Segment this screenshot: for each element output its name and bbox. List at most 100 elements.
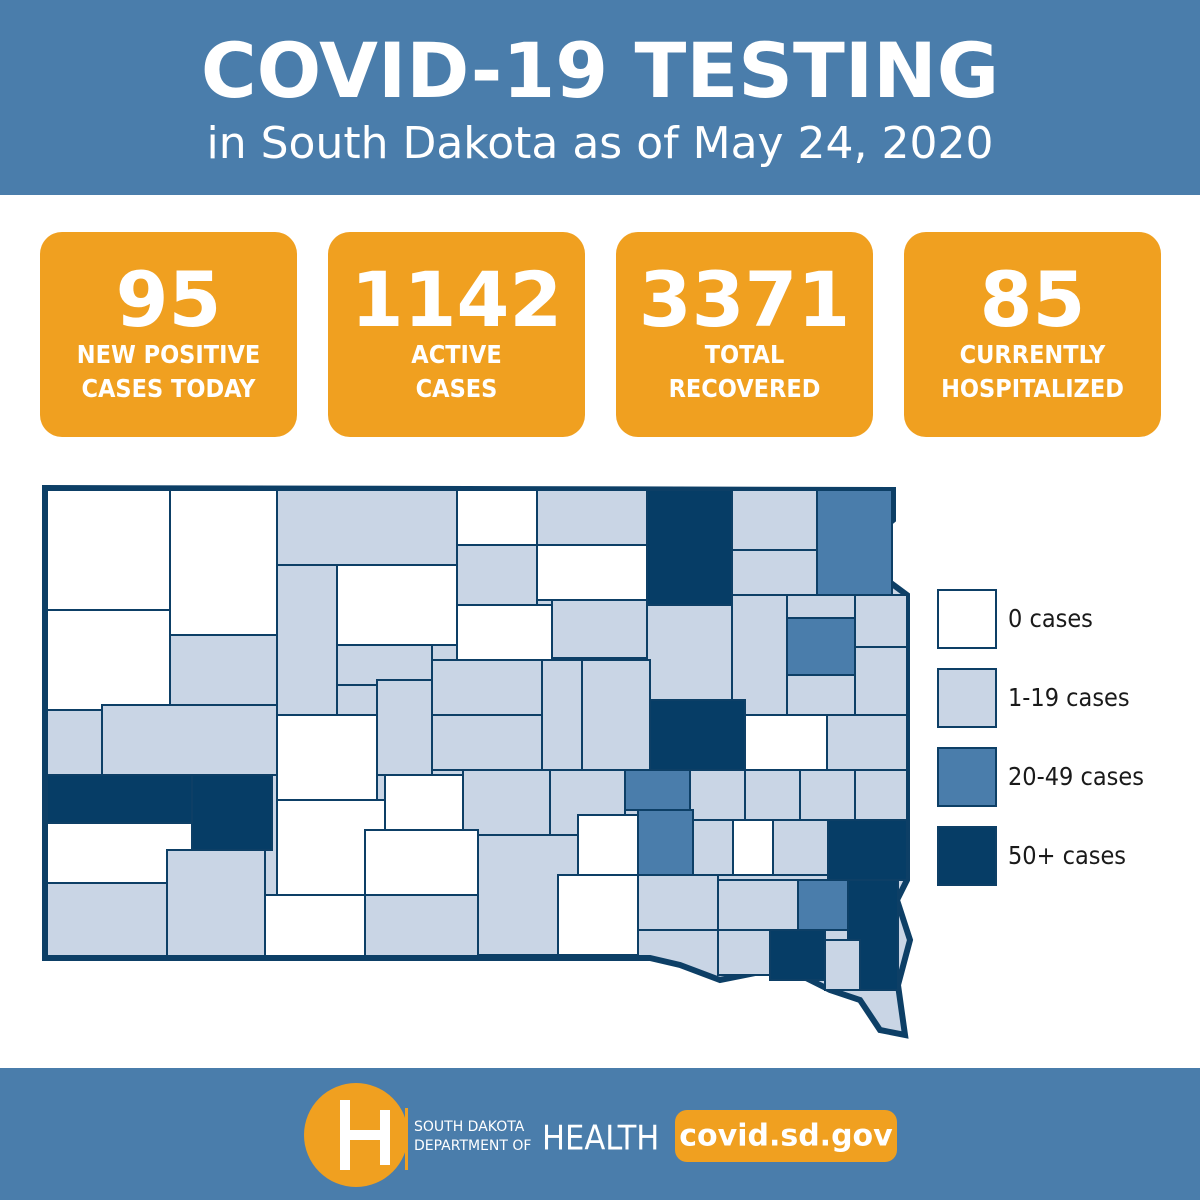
legend-swatch xyxy=(937,589,997,649)
county xyxy=(169,634,278,711)
county xyxy=(786,674,856,716)
org-name: HEALTH xyxy=(542,1119,659,1159)
stat-box xyxy=(328,232,585,437)
subtitle: in South Dakota as of May 24, 2020 xyxy=(207,118,994,169)
title: COVID-19 TESTING xyxy=(201,26,999,115)
county xyxy=(581,659,651,771)
stat-value: 85 xyxy=(980,255,1086,344)
county xyxy=(816,489,893,596)
county xyxy=(731,489,818,551)
county xyxy=(731,549,818,596)
logo-h-right xyxy=(380,1110,390,1165)
logo-h-bar xyxy=(340,1130,380,1140)
county xyxy=(637,809,694,876)
county xyxy=(384,774,464,831)
county xyxy=(786,617,856,676)
county xyxy=(692,819,734,876)
legend-swatch xyxy=(937,826,997,886)
county xyxy=(46,609,171,711)
county xyxy=(431,659,543,716)
county xyxy=(46,709,103,776)
legend-swatch xyxy=(937,668,997,728)
county xyxy=(826,714,908,771)
county xyxy=(541,659,583,771)
county xyxy=(577,814,639,876)
stat-box xyxy=(616,232,873,437)
org-line1: SOUTH DAKOTA xyxy=(414,1119,525,1135)
county-map xyxy=(42,484,914,1039)
county xyxy=(536,489,648,546)
county xyxy=(854,646,908,716)
county xyxy=(276,564,338,716)
county xyxy=(264,894,366,957)
legend: 0 cases 1-19 cases 20-49 cases 50+ cases xyxy=(937,589,1144,886)
county xyxy=(769,929,826,981)
county xyxy=(717,929,771,976)
county xyxy=(536,544,648,601)
county xyxy=(456,544,538,606)
county xyxy=(772,819,829,876)
stat-value: 95 xyxy=(116,255,222,344)
stat-box xyxy=(904,232,1161,437)
county xyxy=(744,769,801,821)
county xyxy=(624,769,691,811)
stat-label: CASES xyxy=(416,374,498,403)
county xyxy=(649,699,746,771)
legend-label: 50+ cases xyxy=(1008,841,1126,870)
county xyxy=(456,489,538,546)
legend-swatch xyxy=(937,747,997,807)
county xyxy=(646,489,733,606)
header-band xyxy=(0,0,1200,195)
url-pill[interactable] xyxy=(675,1110,897,1162)
county xyxy=(336,564,458,646)
county xyxy=(364,829,479,896)
logo-divider xyxy=(405,1108,408,1170)
stat-label: CURRENTLY xyxy=(960,340,1106,369)
county xyxy=(191,774,273,851)
county xyxy=(732,819,774,876)
legend-label: 0 cases xyxy=(1008,604,1093,633)
county xyxy=(456,604,553,661)
county xyxy=(101,704,278,776)
county xyxy=(646,604,733,701)
county xyxy=(46,774,193,824)
county xyxy=(637,874,719,931)
stat-label: HOSPITALIZED xyxy=(941,374,1124,403)
county xyxy=(46,882,168,957)
county xyxy=(276,489,458,566)
county xyxy=(431,714,543,771)
county xyxy=(557,874,639,956)
county xyxy=(744,714,828,771)
legend-label: 20-49 cases xyxy=(1008,762,1144,791)
footer-band xyxy=(0,1068,1200,1200)
county xyxy=(376,679,433,776)
county xyxy=(166,849,266,957)
legend-label: 1-19 cases xyxy=(1008,683,1130,712)
stat-box xyxy=(40,232,297,437)
county xyxy=(169,489,278,636)
county xyxy=(46,489,171,611)
county xyxy=(731,594,788,716)
stat-label: ACTIVE xyxy=(411,340,501,369)
stat-label: CASES TODAY xyxy=(82,374,257,403)
stat-label: TOTAL xyxy=(705,340,785,369)
url[interactable]: covid.sd.gov xyxy=(679,1119,893,1154)
stat-label: NEW POSITIVE xyxy=(77,340,260,369)
stat-value: 3371 xyxy=(639,255,851,344)
county xyxy=(797,879,849,931)
stat-value: 1142 xyxy=(351,255,563,344)
county xyxy=(854,594,908,648)
stat-label: RECOVERED xyxy=(669,374,821,403)
county xyxy=(854,769,908,821)
county xyxy=(824,939,861,991)
county xyxy=(689,769,746,821)
county xyxy=(827,819,908,881)
county xyxy=(276,714,378,801)
org-line2: DEPARTMENT OF xyxy=(414,1138,531,1154)
county xyxy=(717,879,799,931)
county xyxy=(462,769,551,836)
county xyxy=(364,894,479,957)
county xyxy=(799,769,856,821)
